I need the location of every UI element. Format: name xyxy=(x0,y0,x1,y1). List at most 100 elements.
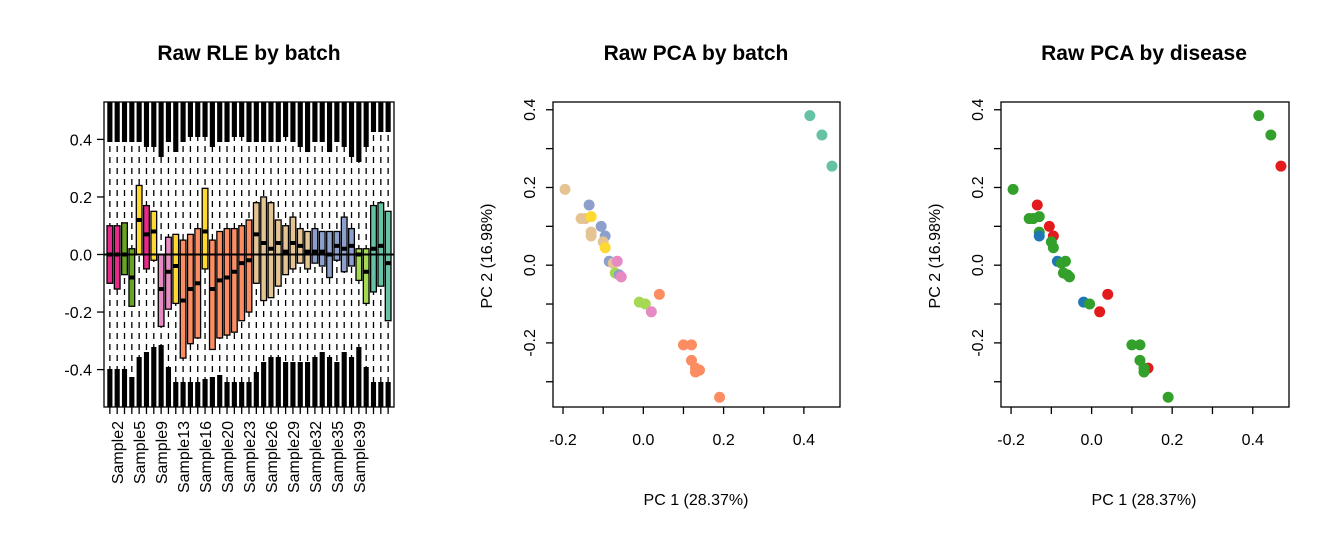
outlier-band xyxy=(348,102,355,157)
outlier-band xyxy=(334,362,340,407)
x-tick-label: Sample26 xyxy=(264,421,281,493)
data-point xyxy=(714,391,726,403)
outlier-band xyxy=(356,102,362,162)
outlier-band xyxy=(173,382,179,407)
outlier-band xyxy=(195,382,201,407)
data-point xyxy=(1059,255,1071,267)
outlier-band xyxy=(195,102,201,137)
outlier-band xyxy=(261,362,267,407)
outlier-band xyxy=(275,357,281,407)
data-point xyxy=(653,288,665,300)
outlier-band xyxy=(217,102,223,142)
data-point xyxy=(1134,339,1146,351)
outlier-band xyxy=(297,362,303,407)
outlier-band xyxy=(378,382,384,407)
box xyxy=(238,225,246,322)
y-tick-label: 0.0 xyxy=(70,248,92,265)
outlier-band xyxy=(356,347,362,407)
plot-frame xyxy=(552,101,841,408)
pca-disease-panel: Raw PCA by disease PC 1 (28.37%) PC 2 (1… xyxy=(927,42,1290,509)
data-point xyxy=(677,339,689,351)
x-tick-label: Sample29 xyxy=(286,421,303,493)
outlier-band xyxy=(217,375,223,407)
outlier-band xyxy=(209,102,215,147)
data-point xyxy=(1253,110,1265,122)
outlier-band xyxy=(136,102,142,142)
outlier-band xyxy=(187,102,193,137)
box xyxy=(230,227,238,333)
box xyxy=(260,196,268,302)
x-tick-label: Sample23 xyxy=(242,421,259,493)
outlier-band xyxy=(239,102,245,137)
data-point xyxy=(1047,242,1059,254)
outlier-band xyxy=(224,382,230,407)
x-tick-label: -0.2 xyxy=(997,432,1025,449)
pca-disease-xlabel: PC 1 (28.37%) xyxy=(1092,492,1197,509)
outlier-band xyxy=(261,102,267,142)
x-tick-label: 0.2 xyxy=(1161,432,1183,449)
box xyxy=(274,219,282,287)
outlier-band xyxy=(326,102,333,152)
outlier-band xyxy=(348,357,355,407)
outlier-band xyxy=(312,357,318,407)
box xyxy=(311,227,319,264)
x-tick-label: Sample2 xyxy=(110,421,127,484)
box xyxy=(245,219,253,313)
outlier-band xyxy=(129,102,135,142)
outlier-band xyxy=(180,382,186,407)
box xyxy=(252,202,260,284)
outlier-band xyxy=(275,102,281,142)
data-point xyxy=(559,183,571,195)
y-tick-label: -0.2 xyxy=(64,305,92,322)
x-tick-label: Sample32 xyxy=(308,421,325,493)
outlier-band xyxy=(363,102,369,147)
box xyxy=(340,216,348,273)
y-tick-label: 0.2 xyxy=(70,190,92,207)
outlier-band xyxy=(143,102,150,147)
data-point xyxy=(645,306,657,318)
data-point xyxy=(689,366,701,378)
outlier-band xyxy=(180,102,186,142)
pca-batch-xlabel: PC 1 (28.37%) xyxy=(644,492,749,509)
outlier-band xyxy=(385,102,391,132)
outlier-band xyxy=(114,102,120,142)
x-tick-label: Sample9 xyxy=(154,421,171,484)
outlier-band xyxy=(363,367,369,407)
y-tick-label: 0.0 xyxy=(522,254,539,276)
box xyxy=(362,248,370,305)
data-point xyxy=(585,211,597,223)
outlier-band xyxy=(253,372,259,407)
outlier-band xyxy=(165,367,172,407)
box xyxy=(223,227,231,336)
outlier-band xyxy=(209,377,215,407)
outlier-band xyxy=(187,382,193,407)
outlier-band xyxy=(143,352,150,407)
outlier-band xyxy=(129,377,135,407)
pca-batch-ylabel: PC 2 (16.98%) xyxy=(479,204,496,309)
box xyxy=(355,248,363,282)
outlier-band xyxy=(334,102,340,142)
data-point xyxy=(1138,366,1150,378)
outlier-band xyxy=(107,369,113,407)
data-point xyxy=(685,339,697,351)
outlier-band xyxy=(114,369,120,407)
outlier-band xyxy=(158,102,164,157)
pca-disease-title: Raw PCA by disease xyxy=(1041,42,1247,65)
x-tick-label: Sample5 xyxy=(132,421,149,484)
plot-frame xyxy=(1000,101,1290,408)
outlier-band xyxy=(151,102,157,147)
data-point xyxy=(1084,298,1096,310)
data-point xyxy=(804,110,816,122)
box xyxy=(142,204,150,270)
data-point xyxy=(1094,306,1106,318)
box xyxy=(113,225,121,290)
x-tick-label: 0.0 xyxy=(632,432,654,449)
outlier-band xyxy=(283,102,289,137)
outlier-band xyxy=(341,102,347,147)
x-tick-label: Sample13 xyxy=(176,421,193,493)
y-tick-label: -0.2 xyxy=(522,329,539,357)
data-point xyxy=(1007,183,1019,195)
x-tick-label: -0.2 xyxy=(549,432,577,449)
outlier-band xyxy=(158,345,164,407)
